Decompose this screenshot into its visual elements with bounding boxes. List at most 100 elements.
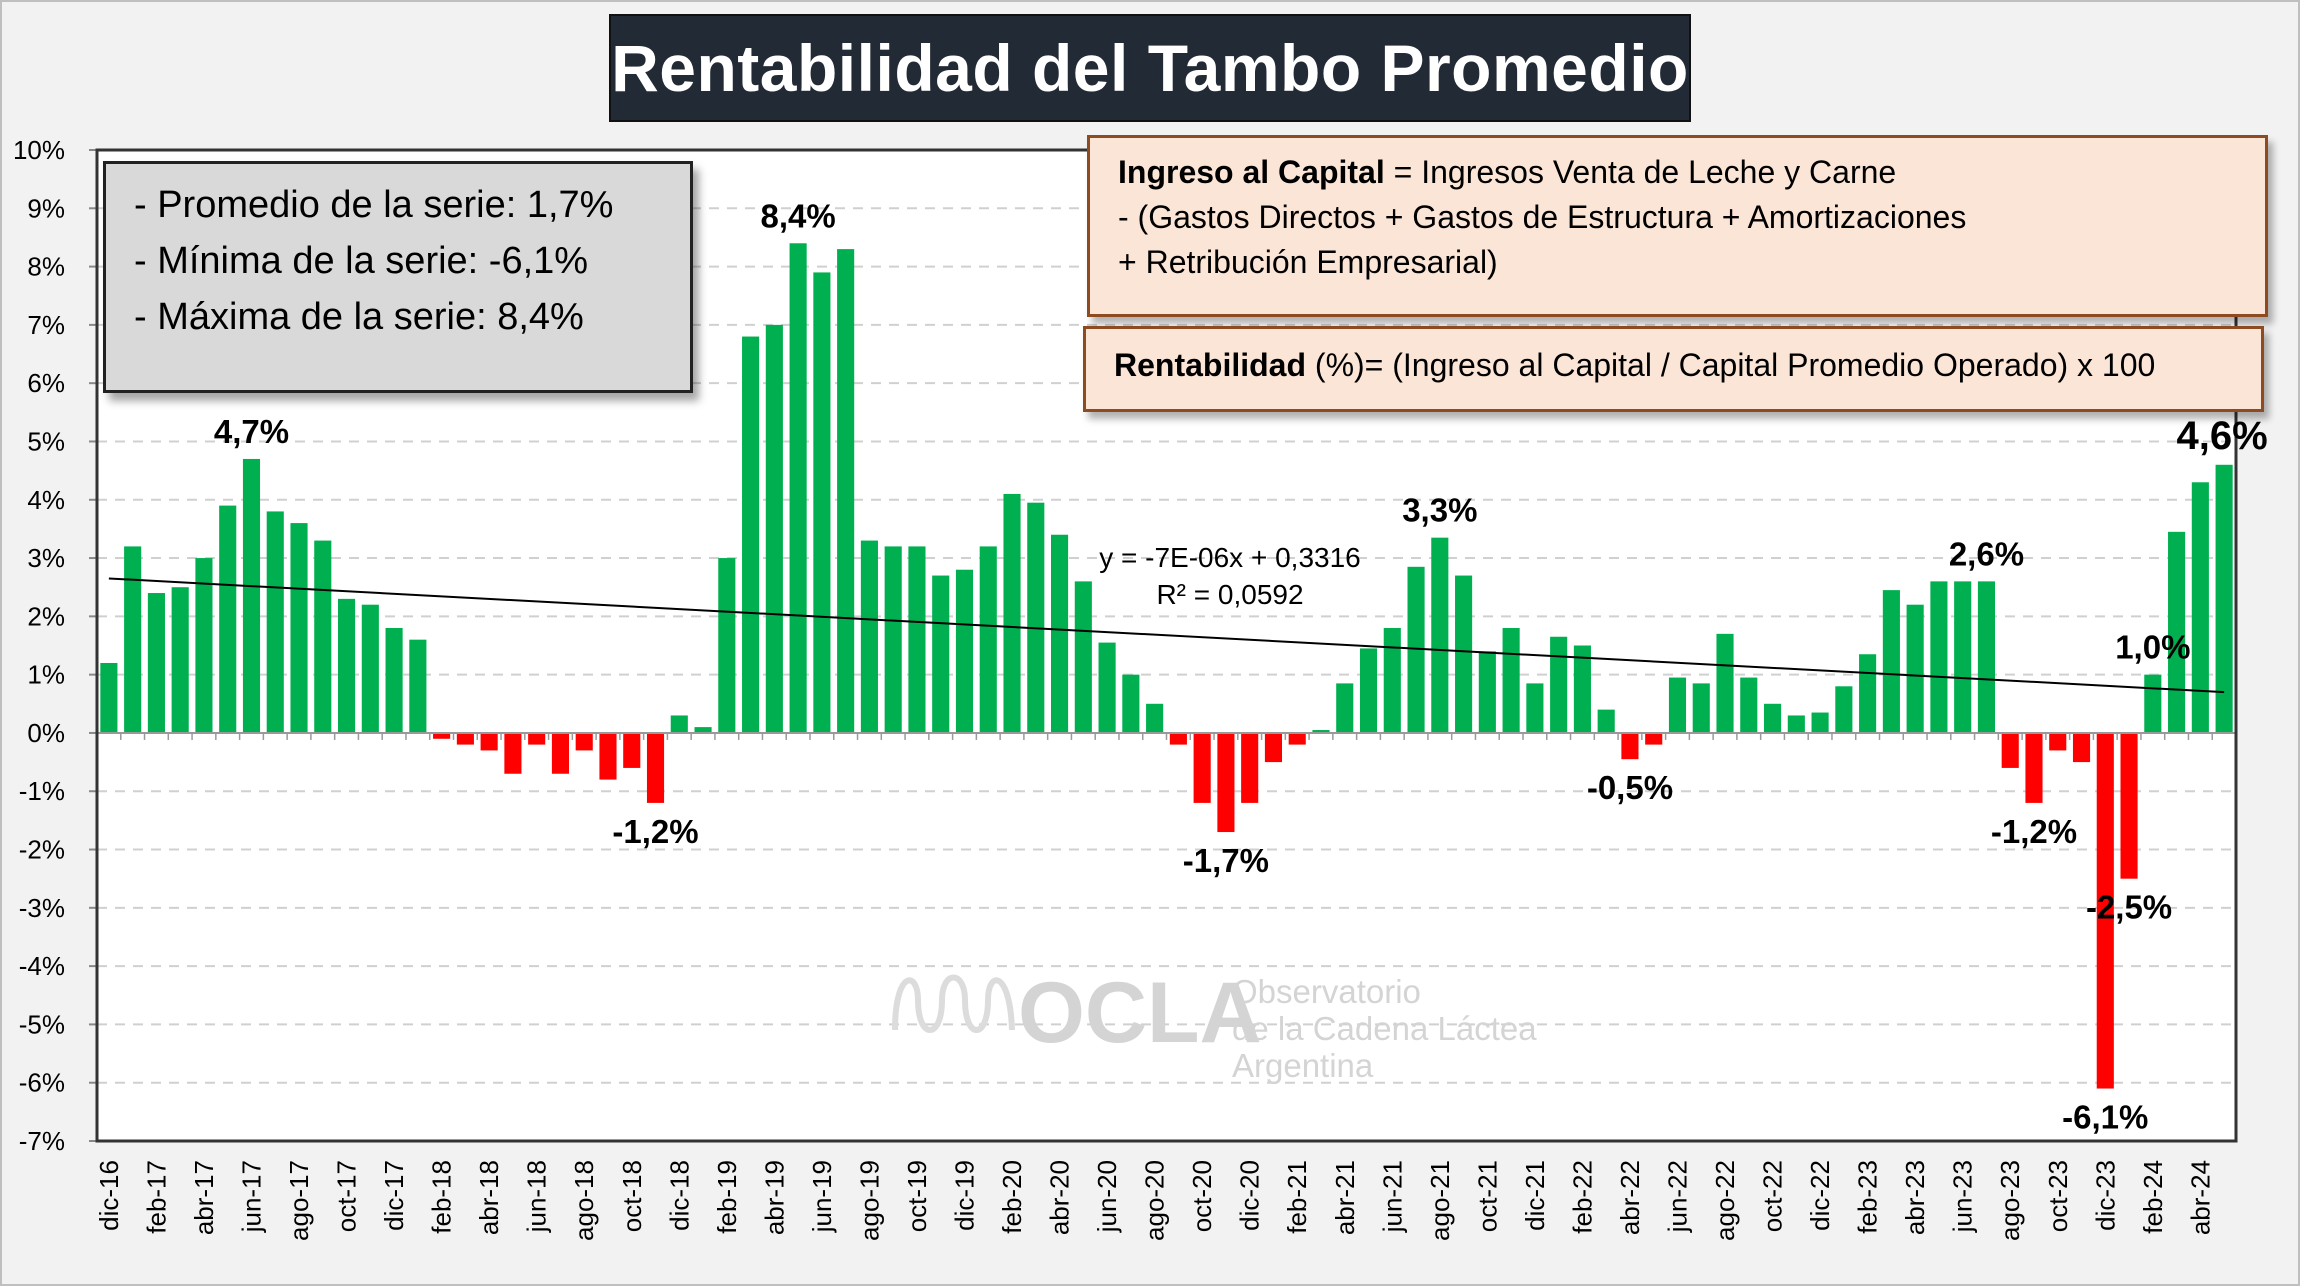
bar (100, 662, 118, 733)
bar (2096, 732, 2114, 1089)
x-tick-label: jun-18 (522, 1160, 552, 1233)
bar (813, 272, 831, 733)
bar (195, 558, 213, 733)
trendline-equation: y = -7E-06x + 0,3316 (1099, 542, 1361, 573)
bar (314, 540, 332, 733)
ingreso-capital-formula-box: Ingreso al Capital = Ingresos Venta de L… (1087, 135, 2268, 317)
x-tick-label: feb-23 (1853, 1160, 1883, 1234)
bar (480, 732, 498, 751)
data-label: 8,4% (761, 197, 836, 234)
bar (1502, 628, 1520, 733)
x-tick-label: abr-17 (189, 1160, 219, 1235)
data-labels: 4,7% -1,2% 8,4% -1,7% 3,3% -0,5% 2,6% -1,2% -6,1… (214, 197, 2268, 1135)
x-tick-label: jun-22 (1662, 1160, 1692, 1233)
x-tick-label: dic-16 (94, 1160, 124, 1231)
bar (837, 249, 855, 733)
bar (1264, 732, 1283, 763)
y-axis-labels: 10% 9% 8% 7% 6% 5% 4% 3% 2% 1% 0% -1% -2% -3% -4% -5% -6… (13, 135, 65, 1156)
data-label: 3,3% (1402, 492, 1477, 529)
bar (1193, 732, 1211, 803)
x-tick-label: dic-21 (1520, 1160, 1550, 1231)
bar (1668, 677, 1687, 733)
bar (955, 569, 974, 733)
y-tick-label: -3% (19, 893, 65, 923)
bar (124, 546, 142, 733)
formula1-line1: = Ingresos Venta de Leche y Carne (1384, 154, 1897, 190)
y-tick-label: -6% (19, 1068, 65, 1098)
x-tick-label: oct-21 (1472, 1160, 1502, 1232)
y-tick-label: -2% (19, 835, 65, 865)
bar (1146, 703, 1164, 733)
bar (1692, 683, 1710, 733)
x-tick-label: feb-17 (141, 1160, 171, 1234)
x-tick-label: dic-18 (664, 1160, 694, 1231)
bar (456, 732, 474, 745)
stat-average: - Promedio de la serie: 1,7% (134, 184, 614, 226)
bar (1169, 732, 1187, 745)
bar (1550, 636, 1568, 733)
bar (528, 732, 546, 745)
x-tick-label: dic-17 (379, 1160, 409, 1231)
bar (1835, 686, 1853, 733)
bar (575, 732, 593, 751)
bar (718, 558, 736, 733)
trendline (108, 577, 2225, 694)
x-tick-label: jun-23 (1948, 1160, 1978, 1233)
bar (290, 523, 308, 733)
bar (1977, 581, 1996, 733)
x-tick-label: jun-17 (236, 1160, 266, 1233)
x-tick-label: ago-19 (854, 1160, 884, 1241)
stat-maximum: - Máxima de la serie: 8,4% (134, 296, 584, 338)
x-tick-label: dic-22 (1805, 1160, 1835, 1231)
bar (884, 546, 902, 733)
x-axis-labels: dic-16 feb-17 abr-17 jun-17 ago-17 oct-17 dic-… (94, 1160, 2215, 1241)
bar (2215, 464, 2233, 733)
bar (1740, 677, 1758, 733)
formula1-line3: + Retribución Empresarial) (1118, 244, 1498, 280)
bar (765, 324, 783, 733)
data-label: -1,2% (612, 813, 698, 850)
data-label: -1,2% (1991, 813, 2077, 850)
bar (2144, 674, 2162, 733)
bar (1312, 730, 1330, 733)
x-tick-label: abr-20 (1045, 1160, 1075, 1235)
bar (1882, 590, 1900, 733)
bar (2191, 482, 2209, 733)
x-tick-label: ago-20 (1140, 1160, 1170, 1241)
x-tick-label: abr-23 (1900, 1160, 1930, 1235)
bar (1787, 715, 1805, 733)
bar (2072, 732, 2091, 763)
x-tick-label: feb-22 (1567, 1160, 1597, 1234)
x-tick-label: oct-23 (2043, 1160, 2073, 1232)
bar (1811, 712, 1829, 733)
y-tick-label: 3% (27, 543, 65, 573)
y-tick-label: 8% (27, 252, 65, 282)
formula1-line2: - (Gastos Directos + Gastos de Estructur… (1118, 199, 1967, 235)
bar (860, 540, 878, 733)
stat-minimum: - Mínima de la serie: -6,1% (134, 240, 589, 282)
x-tick-label: oct-22 (1758, 1160, 1788, 1232)
bar (1621, 732, 1639, 760)
data-label: -6,1% (2062, 1099, 2148, 1136)
data-label: -1,7% (1183, 842, 1269, 879)
bar (1407, 566, 1425, 733)
y-tick-label: -4% (19, 951, 65, 981)
x-tick-label: abr-22 (1615, 1160, 1645, 1235)
y-tick-label: 9% (27, 193, 65, 223)
chart-title: Rentabilidad del Tambo Promedio (609, 14, 1691, 122)
bar (623, 732, 641, 768)
bar (171, 587, 189, 733)
bar (147, 593, 165, 733)
data-label: 4,6% (2177, 414, 2268, 458)
bar (2168, 531, 2186, 733)
bar (1526, 683, 1544, 733)
watermark-line2: de la Cadena Láctea (1232, 1010, 1537, 1047)
watermark-logo-text: OCLA (1018, 965, 1262, 1061)
x-tick-label: dic-19 (949, 1160, 979, 1231)
x-tick-label: abr-19 (759, 1160, 789, 1235)
y-tick-label: 7% (27, 310, 65, 340)
bar (1336, 683, 1354, 733)
bar (979, 546, 997, 733)
y-tick-label: 4% (27, 485, 65, 515)
formula1-term: Ingreso al Capital (1118, 154, 1385, 190)
